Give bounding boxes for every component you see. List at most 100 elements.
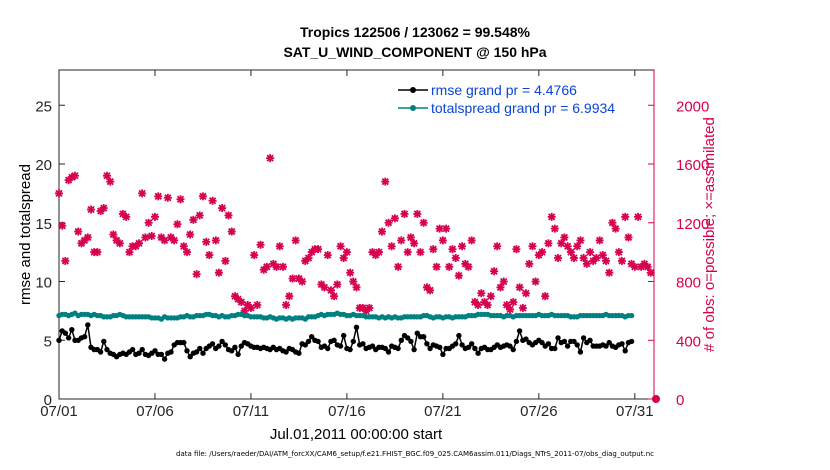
obs-count-point bbox=[246, 303, 255, 312]
obs-count-point bbox=[218, 204, 227, 213]
rmse-point bbox=[129, 346, 136, 353]
obs-count-point bbox=[147, 231, 156, 240]
obs-count-point bbox=[416, 248, 425, 257]
y-axis-label-right: # of obs: o=possible; ×=assimilated bbox=[701, 117, 718, 352]
obs-count-point bbox=[135, 239, 144, 248]
obs-count-point bbox=[566, 248, 575, 257]
rmse-point bbox=[539, 339, 545, 346]
x-axis-tick-label: 07/21 bbox=[424, 403, 462, 420]
obs-count-point bbox=[250, 251, 259, 260]
rmse-point bbox=[229, 348, 235, 354]
obs-count-point bbox=[150, 212, 159, 221]
rmse-point bbox=[513, 338, 520, 345]
obs-zero-marker bbox=[652, 395, 660, 403]
obs-count-point bbox=[592, 254, 601, 262]
rmse-point bbox=[168, 349, 174, 355]
rmse-point bbox=[398, 337, 404, 343]
obs-count-point bbox=[106, 177, 115, 186]
obs-count-point bbox=[138, 189, 147, 198]
obs-count-point bbox=[454, 271, 463, 280]
chart-subtitle: SAT_U_WIND_COMPONENT @ 150 hPa bbox=[283, 44, 547, 60]
rmse-point bbox=[580, 335, 587, 341]
obs-count-point bbox=[304, 254, 313, 262]
obs-count-point bbox=[109, 230, 118, 239]
obs-count-point bbox=[560, 233, 569, 242]
rmse-point bbox=[238, 343, 244, 349]
obs-count-point bbox=[365, 303, 374, 312]
obs-count-point bbox=[170, 236, 179, 245]
rmse-point bbox=[65, 335, 72, 341]
rmse-point bbox=[200, 350, 206, 356]
obs-count-point bbox=[141, 233, 150, 242]
rmse-point bbox=[510, 346, 516, 353]
rmse-point bbox=[81, 334, 88, 340]
obs-count-point bbox=[509, 298, 518, 307]
legend-rmse-swatch-dot bbox=[410, 87, 416, 93]
rmse-point bbox=[395, 345, 401, 352]
rmse-point bbox=[571, 338, 577, 345]
obs-count-point bbox=[314, 245, 323, 254]
rmse-point bbox=[222, 342, 228, 348]
obs-count-point bbox=[557, 239, 566, 248]
rmse-point bbox=[606, 339, 612, 346]
chart-title: Tropics 122506 / 123062 = 99.548% bbox=[299, 24, 530, 40]
obs-count-point bbox=[579, 254, 588, 262]
obs-count-point bbox=[493, 242, 502, 251]
rmse-point bbox=[56, 337, 62, 343]
obs-count-point bbox=[214, 268, 223, 277]
rmse-point bbox=[382, 345, 388, 352]
right-axis-tick-label: 800 bbox=[676, 275, 701, 292]
rmse-point bbox=[555, 335, 561, 341]
rmse-point bbox=[136, 350, 142, 356]
x-axis-tick-label: 07/01 bbox=[40, 403, 78, 420]
rmse-point bbox=[209, 341, 216, 347]
obs-count-point bbox=[499, 277, 508, 286]
obs-count-point bbox=[617, 256, 626, 265]
rmse-point bbox=[424, 341, 430, 347]
obs-count-point bbox=[374, 248, 383, 257]
rmse-point bbox=[564, 343, 571, 349]
left-axis-tick-label: 0 bbox=[44, 392, 52, 409]
obs-count-point bbox=[237, 298, 246, 307]
rmse-point bbox=[456, 332, 462, 339]
x-axis-tick-label: 07/06 bbox=[136, 403, 174, 420]
obs-count-point bbox=[342, 248, 351, 257]
rmse-point bbox=[440, 351, 446, 358]
rmse-point bbox=[405, 335, 411, 341]
rmse-point bbox=[62, 330, 69, 336]
obs-count-point bbox=[390, 214, 399, 223]
obs-count-point bbox=[211, 236, 220, 245]
rmse-point bbox=[325, 345, 331, 352]
x-axis-tick-label: 07/11 bbox=[233, 403, 269, 420]
obs-count-point bbox=[55, 189, 63, 198]
obs-count-point bbox=[438, 236, 447, 245]
rmse-point bbox=[469, 341, 475, 347]
obs-count-point bbox=[102, 171, 111, 180]
rmse-point bbox=[337, 343, 344, 349]
obs-count-point bbox=[403, 248, 412, 257]
obs-count-point bbox=[387, 242, 396, 251]
obs-count-point bbox=[611, 224, 620, 233]
obs-count-point bbox=[333, 280, 342, 289]
x-axis-label: Jul.01,2011 00:00:00 start bbox=[269, 426, 443, 443]
rmse-point bbox=[622, 348, 628, 354]
rmse-point bbox=[181, 339, 187, 346]
obs-count-point bbox=[275, 242, 284, 251]
right-axis-tick-label: 1600 bbox=[676, 157, 709, 174]
rmse-point bbox=[577, 349, 584, 355]
right-axis-tick-label: 0 bbox=[676, 392, 684, 409]
rmse-point bbox=[296, 350, 302, 356]
left-axis-tick-label: 10 bbox=[35, 275, 52, 292]
rmse-point bbox=[437, 344, 443, 350]
legend-spread-swatch-dot bbox=[410, 105, 416, 111]
rmse-point bbox=[411, 346, 417, 353]
obs-count-point bbox=[525, 259, 534, 268]
obs-count-point bbox=[448, 245, 457, 254]
left-axis-tick-label: 25 bbox=[35, 98, 52, 115]
obs-count-point bbox=[83, 233, 92, 242]
obs-count-point bbox=[349, 277, 358, 286]
obs-count-point bbox=[173, 220, 182, 229]
obs-count-point bbox=[176, 195, 185, 204]
right-axis-tick-label: 1200 bbox=[676, 216, 709, 233]
rmse-point bbox=[523, 336, 529, 342]
